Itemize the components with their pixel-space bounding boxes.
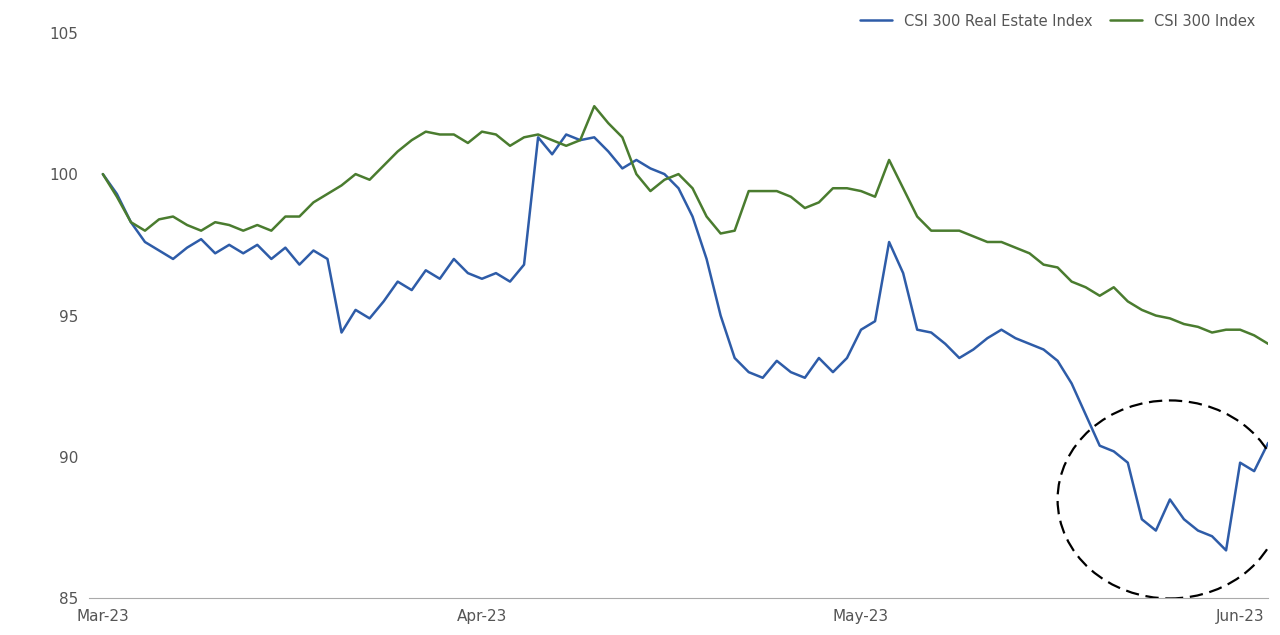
CSI 300 Real Estate Index [1261, 439, 1276, 446]
CSI 300 Index [109, 193, 124, 201]
CSI 300 Index [628, 170, 644, 178]
CSI 300 Real Estate Index [993, 326, 1009, 333]
Line: CSI 300 Real Estate Index: CSI 300 Real Estate Index [102, 135, 1268, 551]
CSI 300 Real Estate Index [109, 190, 124, 197]
Legend: CSI 300 Real Estate Index, CSI 300 Index: CSI 300 Real Estate Index, CSI 300 Index [855, 8, 1261, 35]
CSI 300 Index [685, 184, 700, 192]
Line: CSI 300 Index: CSI 300 Index [102, 106, 1268, 344]
CSI 300 Index [1261, 340, 1276, 347]
CSI 300 Real Estate Index [95, 170, 110, 178]
CSI 300 Real Estate Index [165, 255, 180, 263]
CSI 300 Real Estate Index [1219, 547, 1234, 554]
CSI 300 Index [165, 213, 180, 220]
CSI 300 Index [1050, 264, 1065, 271]
CSI 300 Index [993, 238, 1009, 246]
CSI 300 Real Estate Index [628, 156, 644, 164]
CSI 300 Real Estate Index [685, 213, 700, 220]
CSI 300 Real Estate Index [1050, 357, 1065, 364]
CSI 300 Real Estate Index [558, 131, 573, 138]
CSI 300 Index [586, 102, 602, 110]
CSI 300 Index [95, 170, 110, 178]
